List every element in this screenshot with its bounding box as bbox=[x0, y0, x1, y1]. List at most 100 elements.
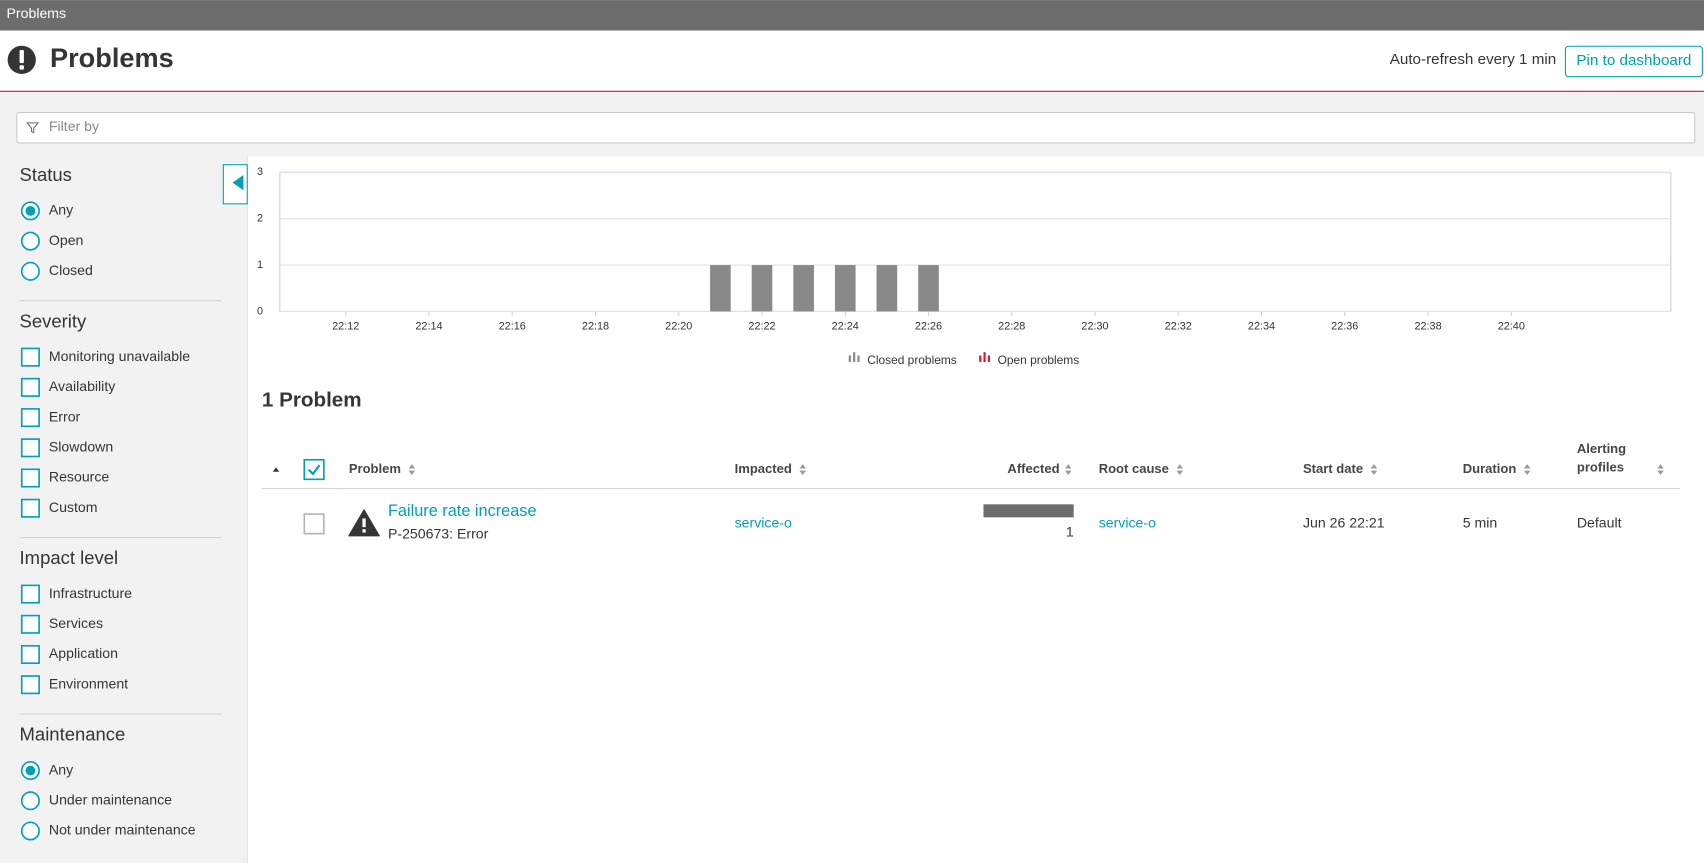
filter-option-label[interactable]: Environment bbox=[49, 675, 128, 691]
filter-option-label[interactable]: Monitoring unavailable bbox=[49, 348, 190, 364]
filter-option-label[interactable]: Under maintenance bbox=[49, 792, 172, 808]
legend-icon bbox=[848, 355, 851, 362]
filter-input[interactable] bbox=[16, 112, 1696, 144]
affected-bar bbox=[983, 504, 1074, 518]
filter-option-label[interactable]: Not under maintenance bbox=[49, 822, 196, 838]
icon-glyph bbox=[19, 65, 24, 70]
filter-option-label[interactable]: Error bbox=[49, 408, 81, 424]
filter-option-label[interactable]: Slowdown bbox=[49, 439, 113, 455]
x-tick-label: 22:18 bbox=[582, 321, 609, 333]
legend-label[interactable]: Closed problems bbox=[867, 353, 957, 367]
icon-glyph bbox=[19, 50, 24, 64]
checkbox[interactable] bbox=[20, 468, 40, 488]
column-header[interactable]: Start date bbox=[1303, 461, 1363, 476]
problem-id: P-250673: Error bbox=[388, 525, 489, 541]
sort-arrow[interactable] bbox=[799, 470, 806, 475]
y-tick-label: 3 bbox=[257, 166, 263, 178]
root-cause-link[interactable]: service-o bbox=[1099, 515, 1156, 531]
checkbox[interactable] bbox=[20, 614, 40, 634]
checkbox[interactable] bbox=[20, 498, 40, 518]
filter-option-label[interactable]: Infrastructure bbox=[49, 585, 132, 601]
bar bbox=[834, 265, 856, 312]
checkbox[interactable] bbox=[20, 644, 40, 665]
x-tick-label: 22:36 bbox=[1331, 321, 1358, 333]
top-bar bbox=[0, 0, 1704, 31]
auto-refresh: Auto-refresh every 1 min bbox=[1390, 51, 1556, 68]
duration: 5 min bbox=[1463, 515, 1498, 531]
bar bbox=[793, 265, 814, 312]
x-tick-label: 22:20 bbox=[665, 321, 692, 333]
radio[interactable] bbox=[20, 231, 40, 251]
filter-option-label[interactable]: Resource bbox=[49, 469, 110, 485]
x-tick-label: 22:34 bbox=[1248, 321, 1275, 333]
radio[interactable] bbox=[20, 791, 40, 811]
y-tick-label: 1 bbox=[257, 259, 263, 271]
radio[interactable] bbox=[20, 261, 40, 281]
column-header[interactable]: Root cause bbox=[1099, 461, 1169, 476]
sort-arrow[interactable] bbox=[1523, 464, 1531, 469]
problem-count: 1 Problem bbox=[262, 389, 362, 412]
sort-arrow[interactable] bbox=[799, 464, 806, 469]
top-bar-title: Problems bbox=[7, 5, 67, 21]
sort-arrow[interactable] bbox=[1176, 470, 1184, 475]
filter-option-label[interactable]: Any bbox=[49, 202, 74, 218]
collapse-arrow[interactable] bbox=[232, 175, 244, 191]
filter-option-label[interactable]: Any bbox=[49, 761, 74, 777]
x-tick-label: 22:26 bbox=[915, 321, 942, 333]
filter-section-title: Severity bbox=[20, 310, 87, 331]
filter-section-title: Impact level bbox=[20, 547, 119, 568]
pin-button[interactable] bbox=[1564, 45, 1703, 78]
sort-arrow[interactable] bbox=[1370, 470, 1378, 475]
column-header[interactable]: Alerting profiles bbox=[1577, 440, 1649, 483]
column-header[interactable]: Affected bbox=[1007, 461, 1059, 476]
checkbox[interactable] bbox=[20, 408, 40, 428]
radio-dot[interactable] bbox=[25, 765, 36, 776]
filter-option-label[interactable]: Availability bbox=[49, 378, 116, 394]
filter-section-title: Maintenance bbox=[20, 724, 126, 745]
sort-arrow[interactable] bbox=[1657, 464, 1664, 469]
legend-icon bbox=[857, 355, 860, 362]
column-header[interactable]: Problem bbox=[349, 461, 401, 476]
filter-placeholder[interactable]: Filter by bbox=[49, 118, 100, 134]
checkbox[interactable] bbox=[20, 675, 40, 695]
filter-option-label[interactable]: Application bbox=[49, 645, 118, 661]
checkbox[interactable] bbox=[20, 584, 40, 604]
sort-arrow[interactable] bbox=[1176, 464, 1184, 469]
alerting-profile: Default bbox=[1577, 515, 1622, 531]
column-header[interactable]: Duration bbox=[1463, 461, 1517, 476]
filter-option-label[interactable]: Closed bbox=[49, 262, 93, 278]
sort-arrow[interactable] bbox=[408, 464, 416, 469]
problem-title[interactable]: Failure rate increase bbox=[388, 502, 537, 520]
sort-arrow[interactable] bbox=[1523, 470, 1531, 475]
legend-icon bbox=[987, 355, 991, 362]
filter-option-label[interactable]: Services bbox=[49, 615, 103, 631]
sort-toggle[interactable] bbox=[272, 467, 280, 472]
filter-option-label[interactable]: Open bbox=[49, 232, 84, 248]
page-title: Problems bbox=[50, 42, 174, 73]
legend-label[interactable]: Open problems bbox=[998, 353, 1080, 367]
column-header-label[interactable]: Alerting profiles bbox=[1576, 441, 1627, 475]
legend-icon bbox=[853, 352, 856, 362]
radio-dot[interactable] bbox=[25, 206, 36, 216]
sort-arrow[interactable] bbox=[408, 470, 416, 475]
checkbox[interactable] bbox=[20, 377, 40, 397]
column-header[interactable]: Impacted bbox=[735, 461, 792, 476]
row-checkbox[interactable] bbox=[303, 513, 325, 535]
sort-arrow[interactable] bbox=[1370, 464, 1378, 469]
filter-option-label[interactable]: Custom bbox=[49, 499, 98, 515]
sort-arrow[interactable] bbox=[1065, 464, 1072, 469]
affected-count: 1 bbox=[1066, 523, 1074, 539]
impacted-link[interactable]: service-o bbox=[735, 515, 792, 531]
x-tick-label: 22:16 bbox=[499, 321, 526, 333]
checkbox[interactable] bbox=[20, 347, 40, 367]
sort-arrow[interactable] bbox=[1657, 470, 1664, 475]
select-all-checkbox[interactable] bbox=[303, 458, 325, 481]
checkbox[interactable] bbox=[20, 438, 40, 458]
x-tick-label: 22:32 bbox=[1165, 321, 1192, 333]
header bbox=[0, 30, 1704, 92]
sort-arrow[interactable] bbox=[1065, 470, 1072, 475]
pin-button-label[interactable]: Pin to dashboard bbox=[1576, 52, 1691, 69]
radio[interactable] bbox=[20, 821, 40, 841]
